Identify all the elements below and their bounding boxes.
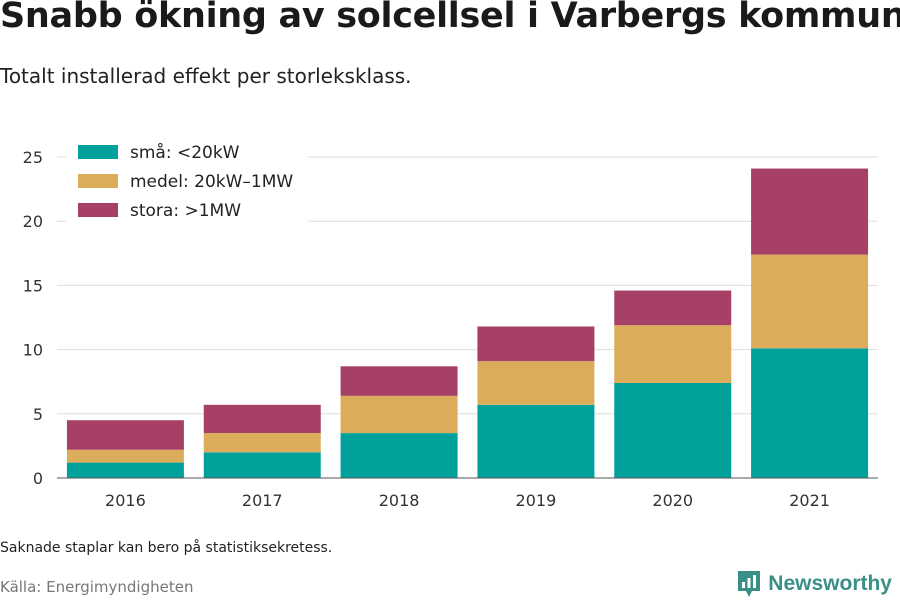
stacked-bar-chart: 0 5 10 15 20 25 2016 2017 2018 2019 2020 2021 små: <…: [23, 140, 878, 510]
bar-segment: [203, 433, 321, 453]
y-tick-label: 25: [23, 148, 43, 167]
y-tick-label: 0: [33, 469, 43, 488]
x-tick-label: 2021: [789, 491, 830, 510]
bar-segment: [477, 361, 595, 405]
legend-label: stora: >1MW: [130, 201, 241, 221]
y-tick-label: 5: [33, 405, 43, 424]
bar-segment: [614, 382, 732, 478]
y-tick-label: 10: [23, 341, 43, 360]
bar-segment: [203, 452, 321, 478]
x-tick-label: 2020: [652, 491, 693, 510]
brand-name: Newsworthy: [768, 572, 892, 595]
bar-segment: [751, 348, 869, 478]
legend-label: medel: 20kW–1MW: [130, 172, 293, 192]
chart-title: Snabb ökning av solcellsel i Varbergs ko…: [0, 0, 900, 36]
bar-segment: [751, 254, 869, 349]
bar-segment: [751, 168, 869, 255]
y-tick-label: 15: [23, 276, 43, 295]
x-tick-label: 2017: [242, 491, 283, 510]
source-text: Källa: Energimyndigheten: [0, 578, 194, 596]
x-tick-label: 2016: [105, 491, 146, 510]
legend-swatch: [78, 174, 118, 188]
chart-subtitle: Totalt installerad effekt per storlekskl…: [0, 64, 412, 88]
legend-swatch: [78, 145, 118, 159]
brand-logo: Newsworthy: [736, 569, 892, 599]
bar-segment: [66, 449, 184, 463]
bar-segment: [477, 326, 595, 362]
x-tick-label: 2019: [516, 491, 557, 510]
y-tick-label: 20: [23, 212, 43, 231]
bar-segment: [340, 433, 458, 478]
x-tick-label: 2018: [379, 491, 420, 510]
bar-segment: [614, 290, 732, 326]
newsworthy-logo-icon: [738, 571, 761, 597]
bar-segment: [340, 395, 458, 434]
footnote: Saknade staplar kan bero på statistiksek…: [0, 540, 333, 556]
bar-segment: [477, 404, 595, 478]
bar-segment: [203, 404, 321, 434]
legend-swatch: [78, 203, 118, 217]
bar-segment: [340, 366, 458, 396]
bar-segment: [66, 420, 184, 450]
legend-label: små: <20kW: [130, 142, 240, 163]
bar-segment: [66, 462, 184, 478]
bar-segment: [614, 325, 732, 383]
